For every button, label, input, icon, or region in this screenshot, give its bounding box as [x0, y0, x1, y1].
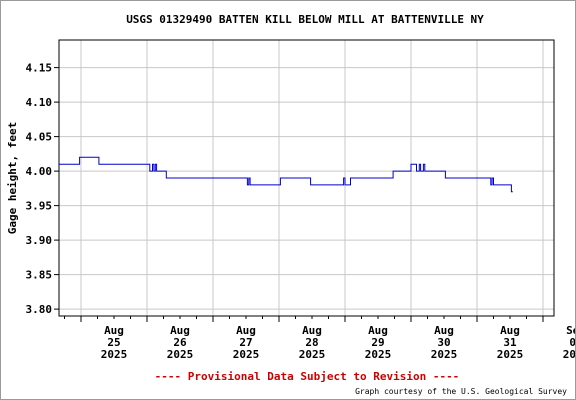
y-tick-label: 4.15: [26, 62, 53, 75]
x-tick-label: 26: [173, 336, 187, 349]
x-tick-label: 2025: [431, 348, 458, 361]
x-tick-label: Aug: [434, 324, 454, 337]
x-tick-label: 31: [503, 336, 517, 349]
x-tick-label: 2025: [497, 348, 524, 361]
x-tick-label: 25: [107, 336, 120, 349]
x-tick-label: Aug: [500, 324, 520, 337]
x-tick-label: 2025: [101, 348, 128, 361]
x-tick-label: 01: [569, 336, 575, 349]
usgs-credit: Graph courtesy of the U.S. Geological Su…: [355, 387, 567, 396]
series-group: [59, 156, 513, 193]
y-tick-label: 4.10: [26, 96, 53, 109]
x-tick-label: Sep: [566, 324, 575, 337]
x-tick-label: 2025: [299, 348, 326, 361]
x-axis: Aug252025Aug262025Aug272025Aug282025Aug2…: [64, 316, 575, 361]
y-tick-label: 3.85: [26, 269, 53, 282]
x-tick-label: Aug: [170, 324, 190, 337]
y-tick-label: 4.05: [26, 131, 53, 144]
provisional-notice: ---- Provisional Data Subject to Revisio…: [155, 370, 460, 383]
y-axis-label: Gage height, feet: [6, 122, 19, 235]
x-tick-label: 2025: [365, 348, 392, 361]
x-tick-label: Aug: [236, 324, 256, 337]
chart-title: USGS 01329490 BATTEN KILL BELOW MILL AT …: [126, 13, 484, 26]
y-tick-label: 3.90: [26, 234, 53, 247]
x-tick-label: 2025: [233, 348, 260, 361]
x-tick-label: 27: [239, 336, 252, 349]
y-axis: 3.80 3.85 3.90 3.95 4.00 4.05 4.10 4.15: [26, 62, 59, 316]
x-tick-label: Aug: [368, 324, 388, 337]
x-tick-label: 2025: [563, 348, 575, 361]
y-tick-label: 4.00: [26, 165, 53, 178]
plot-area: [58, 39, 555, 317]
y-tick-label: 3.80: [26, 303, 53, 316]
x-tick-label: Aug: [104, 324, 124, 337]
gage-height-series-line: [59, 156, 513, 193]
y-tick-label: 3.95: [26, 200, 53, 213]
x-tick-label: Aug: [302, 324, 322, 337]
x-tick-label: 2025: [167, 348, 194, 361]
x-tick-label: 30: [437, 336, 450, 349]
x-tick-label: 29: [371, 336, 384, 349]
x-tick-label: 28: [305, 336, 318, 349]
